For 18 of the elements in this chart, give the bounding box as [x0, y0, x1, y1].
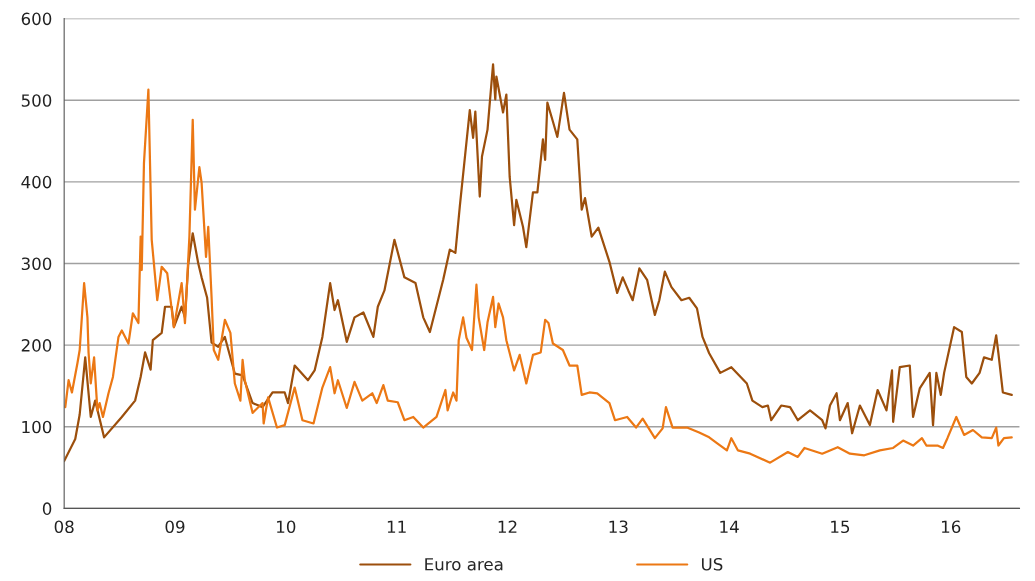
- y-tick-label: 0: [42, 502, 52, 515]
- x-tick-label: 10: [277, 520, 296, 534]
- y-tick-label: 200: [21, 339, 52, 352]
- y-tick-label: 300: [21, 257, 52, 271]
- y-tick-label: 100: [22, 420, 52, 434]
- x-tick-label: 08: [54, 520, 74, 534]
- legend-label: US: [701, 557, 723, 571]
- x-tick-label: 11: [387, 520, 406, 533]
- x-tick-label: 15: [831, 520, 850, 534]
- x-tick-label: 16: [941, 520, 961, 534]
- y-tick-label: 500: [21, 94, 52, 107]
- x-tick-label: 12: [498, 520, 517, 533]
- y-tick-label: 600: [21, 12, 52, 26]
- x-tick-label: 13: [609, 520, 628, 534]
- y-tick-label: 400: [21, 175, 52, 189]
- x-tick-label: 14: [720, 520, 739, 533]
- x-tick-label: 09: [165, 520, 185, 534]
- legend-label: Euro area: [425, 558, 503, 571]
